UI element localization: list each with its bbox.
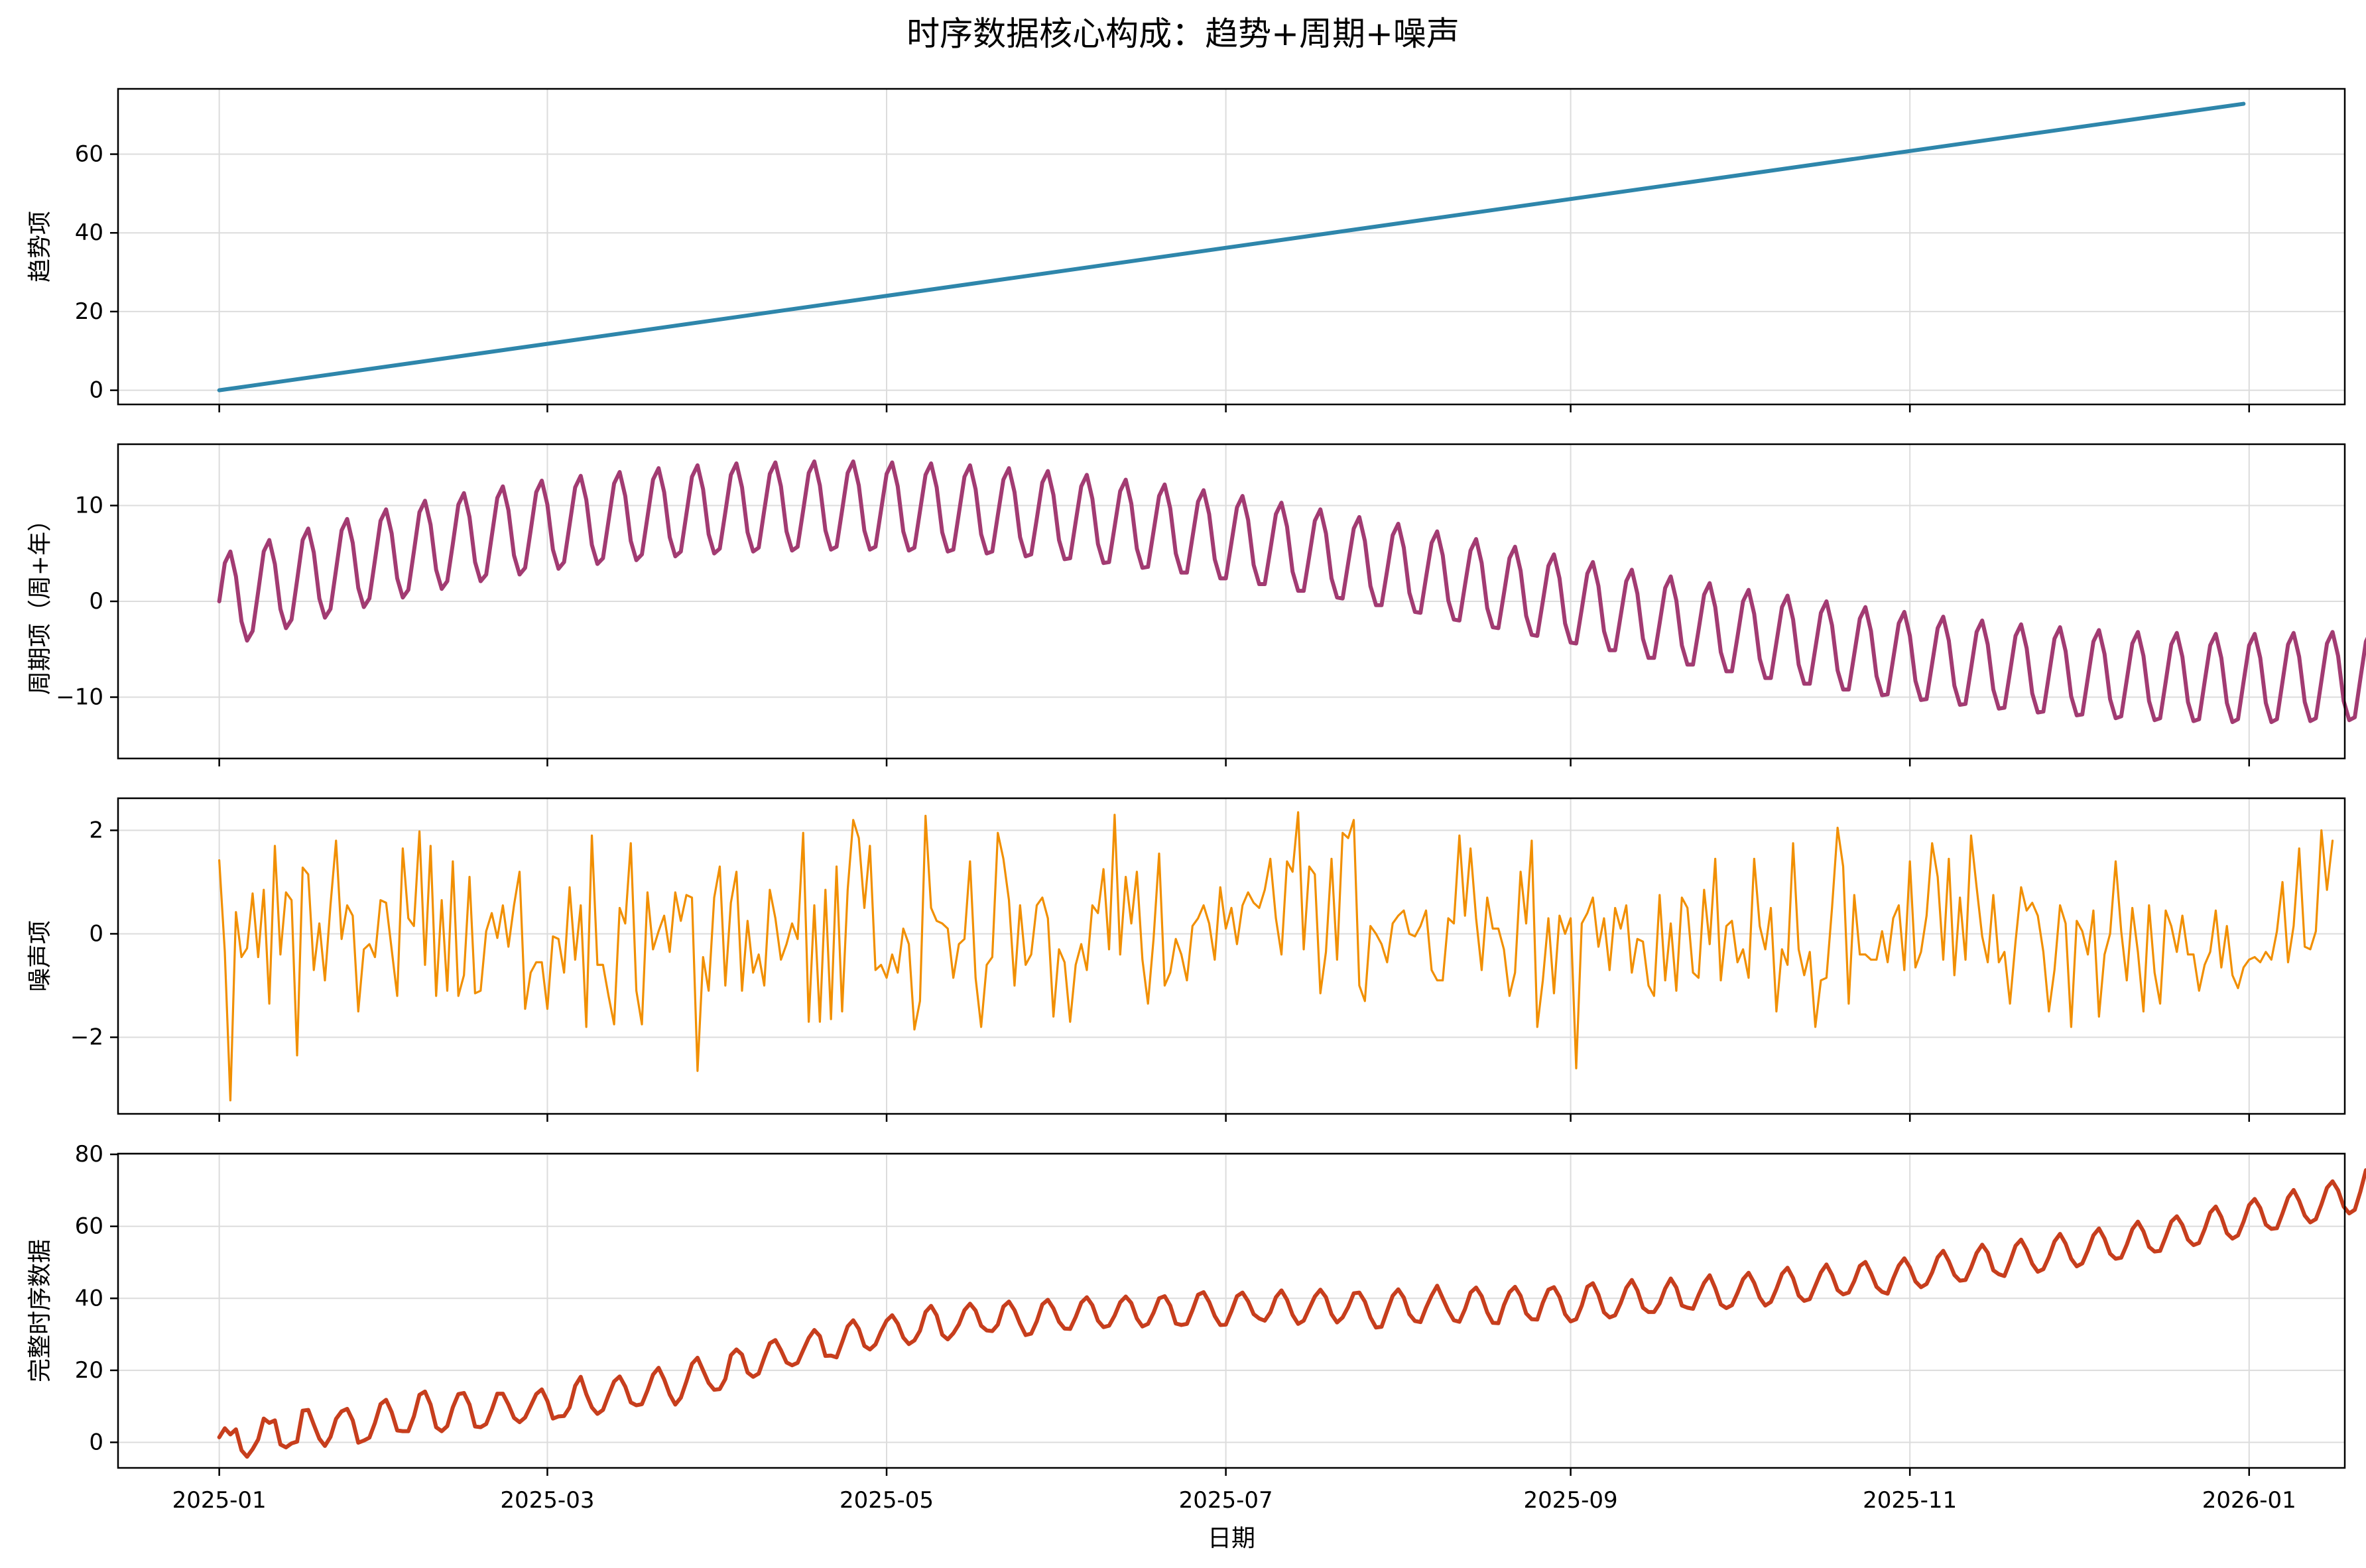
y-tick-label: 80 (75, 1141, 103, 1168)
x-tick-label: 2025-03 (500, 1487, 594, 1514)
chart-title: 时序数据核心构成：趋势+周期+噪声 (906, 15, 1460, 53)
y-tick-label: 0 (89, 588, 103, 615)
panel-4: 0 20 40 60 80 完整时序数据 2025-01 2025-03 2025-05 2025… (27, 1141, 2366, 1514)
y-tick-label: 10 (75, 492, 103, 518)
y-tick-label: 20 (75, 298, 103, 325)
series-line-panel-2 (217, 459, 2366, 725)
y-axis-label: 完整时序数据 (27, 1239, 54, 1382)
x-axis-label: 日期 (1208, 1525, 1255, 1552)
y-tick-label: 60 (75, 1213, 103, 1240)
axes-frame (117, 797, 2346, 1115)
y-axis-label: 周期项（周+年） (27, 508, 54, 695)
panel-2: −10 0 10 周期项（周+年） (27, 443, 2366, 766)
y-axis-label: 趋势项 (27, 211, 54, 282)
panels: 0 20 40 60 趋势项 −10 0 10 周期项（周+年） −2 0 2 噪声项 0 20 40 60 80… (27, 88, 2366, 1514)
x-tick-label: 2026-01 (2202, 1487, 2296, 1514)
panel-3: −2 0 2 噪声项 (27, 797, 2346, 1122)
x-tick-label: 2025-07 (1179, 1487, 1273, 1514)
y-tick-label: 40 (75, 1285, 103, 1311)
y-tick-label: −10 (56, 684, 103, 711)
y-axis-label: 噪声项 (27, 920, 54, 992)
y-tick-label: 60 (75, 141, 103, 168)
x-tick-label: 2025-09 (1524, 1487, 1618, 1514)
series-line-panel-1 (217, 101, 2246, 392)
x-tick-label: 2025-05 (840, 1487, 934, 1514)
y-tick-label: 20 (75, 1357, 103, 1384)
y-tick-label: −2 (70, 1024, 103, 1051)
x-tick-label: 2025-11 (1863, 1487, 1957, 1514)
y-tick-label: 40 (75, 219, 103, 246)
y-tick-label: 2 (89, 817, 103, 843)
y-tick-label: 0 (89, 377, 103, 404)
axes-frame (117, 88, 2346, 406)
axes-frame (117, 1152, 2346, 1469)
series-line-panel-3 (218, 811, 2334, 1102)
series-line-panel-4 (217, 1168, 2366, 1459)
y-tick-label: 0 (89, 1429, 103, 1455)
panel-1: 0 20 40 60 趋势项 (27, 88, 2346, 412)
y-tick-label: 0 (89, 920, 103, 947)
x-tick-label: 2025-01 (172, 1487, 267, 1514)
